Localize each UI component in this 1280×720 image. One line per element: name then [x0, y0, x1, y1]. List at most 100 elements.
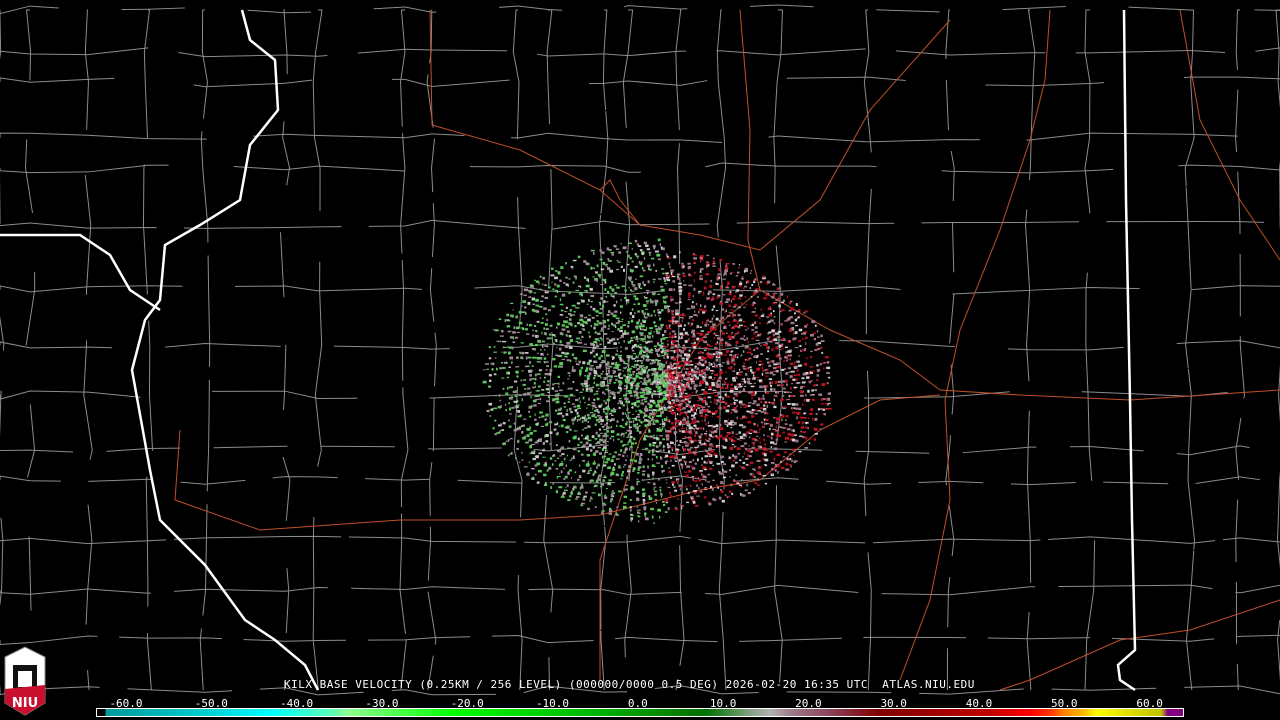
radar-echo: [603, 424, 608, 426]
radar-echo: [682, 384, 685, 386]
radar-echo: [642, 498, 646, 502]
radar-echo: [699, 414, 704, 417]
radar-echo: [696, 314, 699, 317]
radar-echo: [729, 483, 732, 486]
radar-echo: [575, 306, 577, 309]
radar-echo: [653, 380, 656, 384]
radar-echo: [718, 319, 722, 322]
radar-echo: [794, 434, 797, 436]
radar-echo: [659, 363, 663, 366]
radar-echo: [710, 363, 713, 366]
radar-echo: [675, 386, 678, 388]
radar-echo: [642, 465, 645, 469]
radar-echo: [533, 404, 537, 407]
radar-echo: [701, 380, 705, 384]
radar-echo: [622, 324, 626, 327]
radar-echo: [685, 374, 689, 376]
radar-echo: [733, 295, 737, 298]
radar-echo: [763, 344, 768, 346]
radar-echo: [668, 420, 671, 423]
radar-echo: [810, 370, 815, 373]
radar-echo: [672, 482, 674, 486]
radar-echo: [618, 386, 621, 389]
radar-echo: [630, 394, 633, 397]
radar-echo: [779, 323, 782, 326]
radar-echo: [551, 281, 553, 283]
radar-echo: [730, 309, 734, 311]
radar-echo: [674, 403, 678, 407]
radar-echo: [754, 331, 758, 333]
radar-echo: [618, 383, 622, 386]
radar-echo: [781, 343, 783, 347]
radar-echo: [702, 371, 706, 375]
radar-echo: [692, 501, 696, 504]
radar-echo: [703, 286, 707, 290]
radar-echo: [609, 413, 612, 415]
radar-echo: [611, 322, 613, 326]
radar-echo: [571, 304, 576, 307]
radar-echo: [605, 373, 609, 376]
radar-echo: [710, 298, 715, 300]
radar-echo: [733, 324, 738, 328]
radar-echo: [612, 455, 616, 458]
radar-echo: [692, 343, 696, 346]
radar-echo: [610, 430, 615, 434]
radar-echo: [670, 402, 674, 406]
radar-echo: [559, 362, 564, 366]
radar-echo: [678, 382, 682, 385]
radar-echo: [740, 445, 745, 448]
radar-echo: [784, 423, 788, 425]
radar-echo: [814, 349, 818, 351]
radar-echo: [777, 380, 782, 383]
radar-echo: [501, 429, 505, 431]
radar-echo: [703, 357, 707, 360]
radar-echo: [722, 476, 726, 479]
radar-echo: [537, 373, 541, 376]
radar-echo: [722, 383, 726, 385]
radar-echo: [572, 448, 574, 450]
radar-echo: [643, 380, 648, 382]
radar-echo: [690, 323, 692, 327]
radar-echo: [602, 278, 607, 282]
radar-echo: [528, 296, 532, 298]
radar-echo: [718, 396, 722, 398]
radar-echo: [535, 330, 538, 333]
radar-echo: [644, 431, 647, 434]
radar-echo: [633, 404, 637, 407]
radar-echo: [673, 432, 676, 435]
radar-echo: [717, 363, 722, 366]
radar-echo: [495, 395, 497, 397]
radar-echo: [501, 362, 504, 364]
radar-echo: [668, 470, 672, 474]
radar-echo: [685, 397, 689, 399]
radar-echo: [682, 375, 685, 379]
radar-echo: [566, 408, 568, 412]
radar-echo: [754, 448, 759, 452]
radar-echo: [750, 353, 753, 356]
radar-echo: [598, 428, 602, 431]
radar-echo: [603, 439, 606, 441]
radar-echo: [571, 457, 575, 460]
radar-echo: [631, 417, 636, 420]
radar-echo: [519, 351, 521, 354]
radar-echo: [594, 416, 597, 419]
radar-echo: [668, 328, 672, 330]
radar-echo: [551, 267, 554, 270]
radar-echo: [531, 324, 533, 326]
radar-echo: [581, 416, 586, 419]
radar-echo: [712, 436, 714, 438]
radar-echo: [561, 461, 563, 463]
radar-echo: [593, 340, 597, 344]
radar-echo: [618, 375, 620, 378]
radar-echo: [676, 390, 680, 392]
radar-echo: [587, 425, 591, 428]
radar-echo: [823, 408, 827, 410]
radar-echo: [639, 344, 642, 346]
radar-echo: [746, 410, 751, 413]
radar-echo: [557, 271, 561, 275]
radar-echo: [581, 335, 584, 339]
radar-echo: [785, 372, 789, 375]
radar-echo: [712, 262, 716, 265]
radar-echo: [698, 290, 702, 293]
radar-echo: [616, 391, 621, 394]
